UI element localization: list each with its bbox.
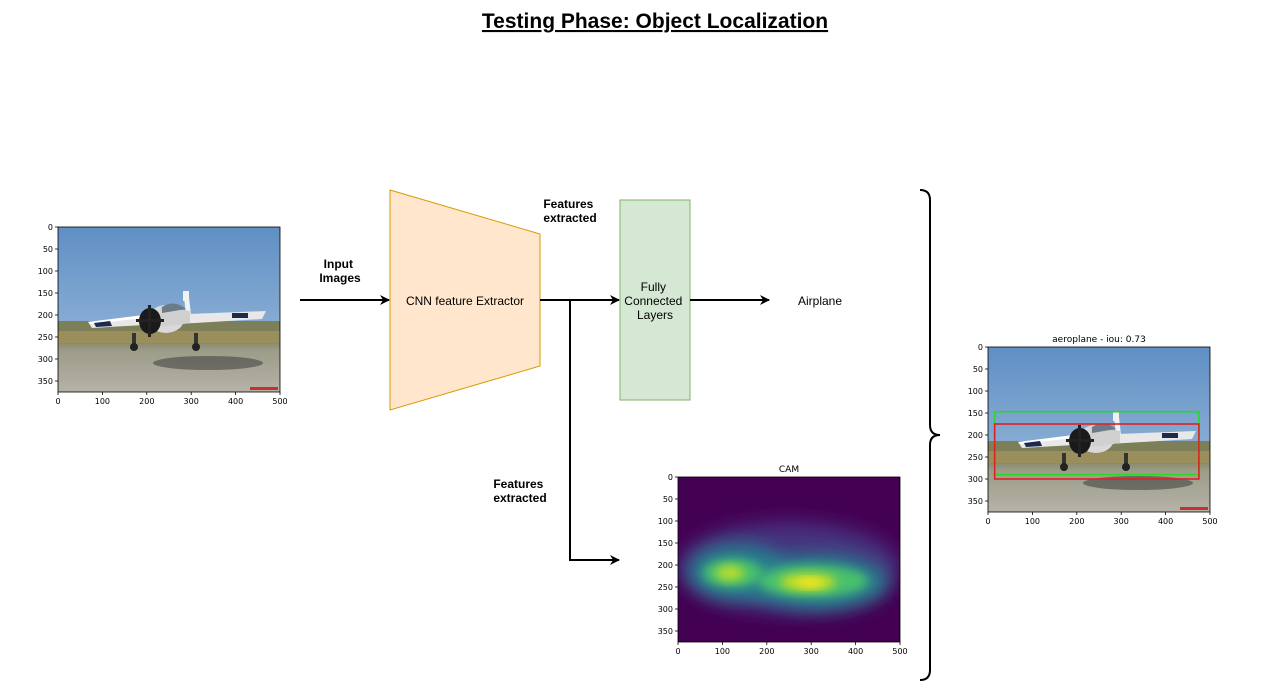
- x-tick-label: 0: [985, 517, 990, 526]
- y-tick-label: 300: [38, 355, 53, 364]
- features-extracted-top-label: Features extracted: [543, 197, 596, 225]
- x-tick-label: 0: [55, 397, 60, 406]
- predicted-box: [993, 423, 1200, 480]
- y-tick-label: 150: [968, 409, 983, 418]
- y-tick-label: 0: [668, 473, 673, 482]
- page-title: Testing Phase: Object Localization: [482, 10, 828, 33]
- result-y-ticks: 0 50 100 150 200 250 300 350: [968, 343, 988, 506]
- input-airplane-photo: [58, 227, 280, 392]
- y-tick-label: 200: [38, 311, 53, 320]
- y-tick-label: 50: [43, 245, 53, 254]
- input-x-ticks: 0 100 200 300 400 500: [55, 392, 288, 406]
- y-tick-label: 0: [978, 343, 983, 352]
- input-plot-frame: [57, 226, 281, 393]
- x-tick-label: 500: [1202, 517, 1217, 526]
- result-plot-title: aeroplane - iou: 0.73: [1052, 335, 1146, 345]
- cnn-feature-extractor-block: [389, 189, 541, 411]
- cam-plot: CAM 0 50 100 150 200 250 300 350 0 100 200 300 400 5…: [658, 465, 908, 656]
- y-tick-label: 250: [968, 453, 983, 462]
- x-tick-label: 300: [1114, 517, 1129, 526]
- cam-x-ticks: 0 100 200 300 400 500: [675, 642, 908, 656]
- x-tick-label: 300: [804, 647, 819, 656]
- cam-y-ticks: 0 50 100 150 200 250 300 350: [658, 473, 678, 636]
- x-tick-label: 400: [1158, 517, 1173, 526]
- x-tick-label: 200: [759, 647, 774, 656]
- x-tick-label: 400: [848, 647, 863, 656]
- result-airplane-photo: [988, 347, 1210, 512]
- y-tick-label: 150: [658, 539, 673, 548]
- y-tick-label: 350: [38, 377, 53, 386]
- curly-brace: [919, 189, 941, 681]
- input-y-ticks: 0 50 100 150 200 250 300 350: [38, 223, 58, 386]
- y-tick-label: 250: [658, 583, 673, 592]
- y-tick-label: 100: [658, 517, 673, 526]
- class-output-label: Airplane: [798, 294, 842, 308]
- x-tick-label: 500: [892, 647, 907, 656]
- fully-connected-layers-label: Fully Connected Layers: [624, 280, 685, 322]
- x-tick-label: 200: [1069, 517, 1084, 526]
- cnn-feature-extractor-label: CNN feature Extractor: [406, 294, 524, 308]
- y-tick-label: 50: [663, 495, 673, 504]
- y-tick-label: 50: [973, 365, 983, 374]
- arrow-cnn-to-cam: [569, 300, 620, 565]
- x-tick-label: 100: [1025, 517, 1040, 526]
- result-plot: aeroplane - iou: 0.73 0 50 100 150 200 250 300…: [968, 335, 1218, 526]
- y-tick-label: 350: [968, 497, 983, 506]
- x-tick-label: 400: [228, 397, 243, 406]
- cam-plot-title: CAM: [779, 465, 799, 475]
- y-tick-label: 100: [968, 387, 983, 396]
- result-plot-frame: [987, 346, 1211, 513]
- x-tick-label: 100: [715, 647, 730, 656]
- x-tick-label: 100: [95, 397, 110, 406]
- y-tick-label: 100: [38, 267, 53, 276]
- y-tick-label: 200: [968, 431, 983, 440]
- cam-heatmap: [678, 477, 900, 642]
- y-tick-label: 0: [48, 223, 53, 232]
- x-tick-label: 300: [184, 397, 199, 406]
- x-tick-label: 500: [272, 397, 287, 406]
- y-tick-label: 350: [658, 627, 673, 636]
- y-tick-label: 300: [968, 475, 983, 484]
- fully-connected-layers-block: [619, 199, 691, 401]
- features-extracted-bottom-label: Features extracted: [493, 477, 546, 505]
- cam-plot-frame: [677, 476, 901, 643]
- y-tick-label: 250: [38, 333, 53, 342]
- y-tick-label: 200: [658, 561, 673, 570]
- x-tick-label: 0: [675, 647, 680, 656]
- x-tick-label: 200: [139, 397, 154, 406]
- y-tick-label: 300: [658, 605, 673, 614]
- input-images-label: Input Images: [319, 257, 361, 285]
- result-x-ticks: 0 100 200 300 400 500: [985, 512, 1218, 526]
- y-tick-label: 150: [38, 289, 53, 298]
- input-image-plot: 0 50 100 150 200 250 300 350 0 100 200 300 400 500: [38, 223, 288, 406]
